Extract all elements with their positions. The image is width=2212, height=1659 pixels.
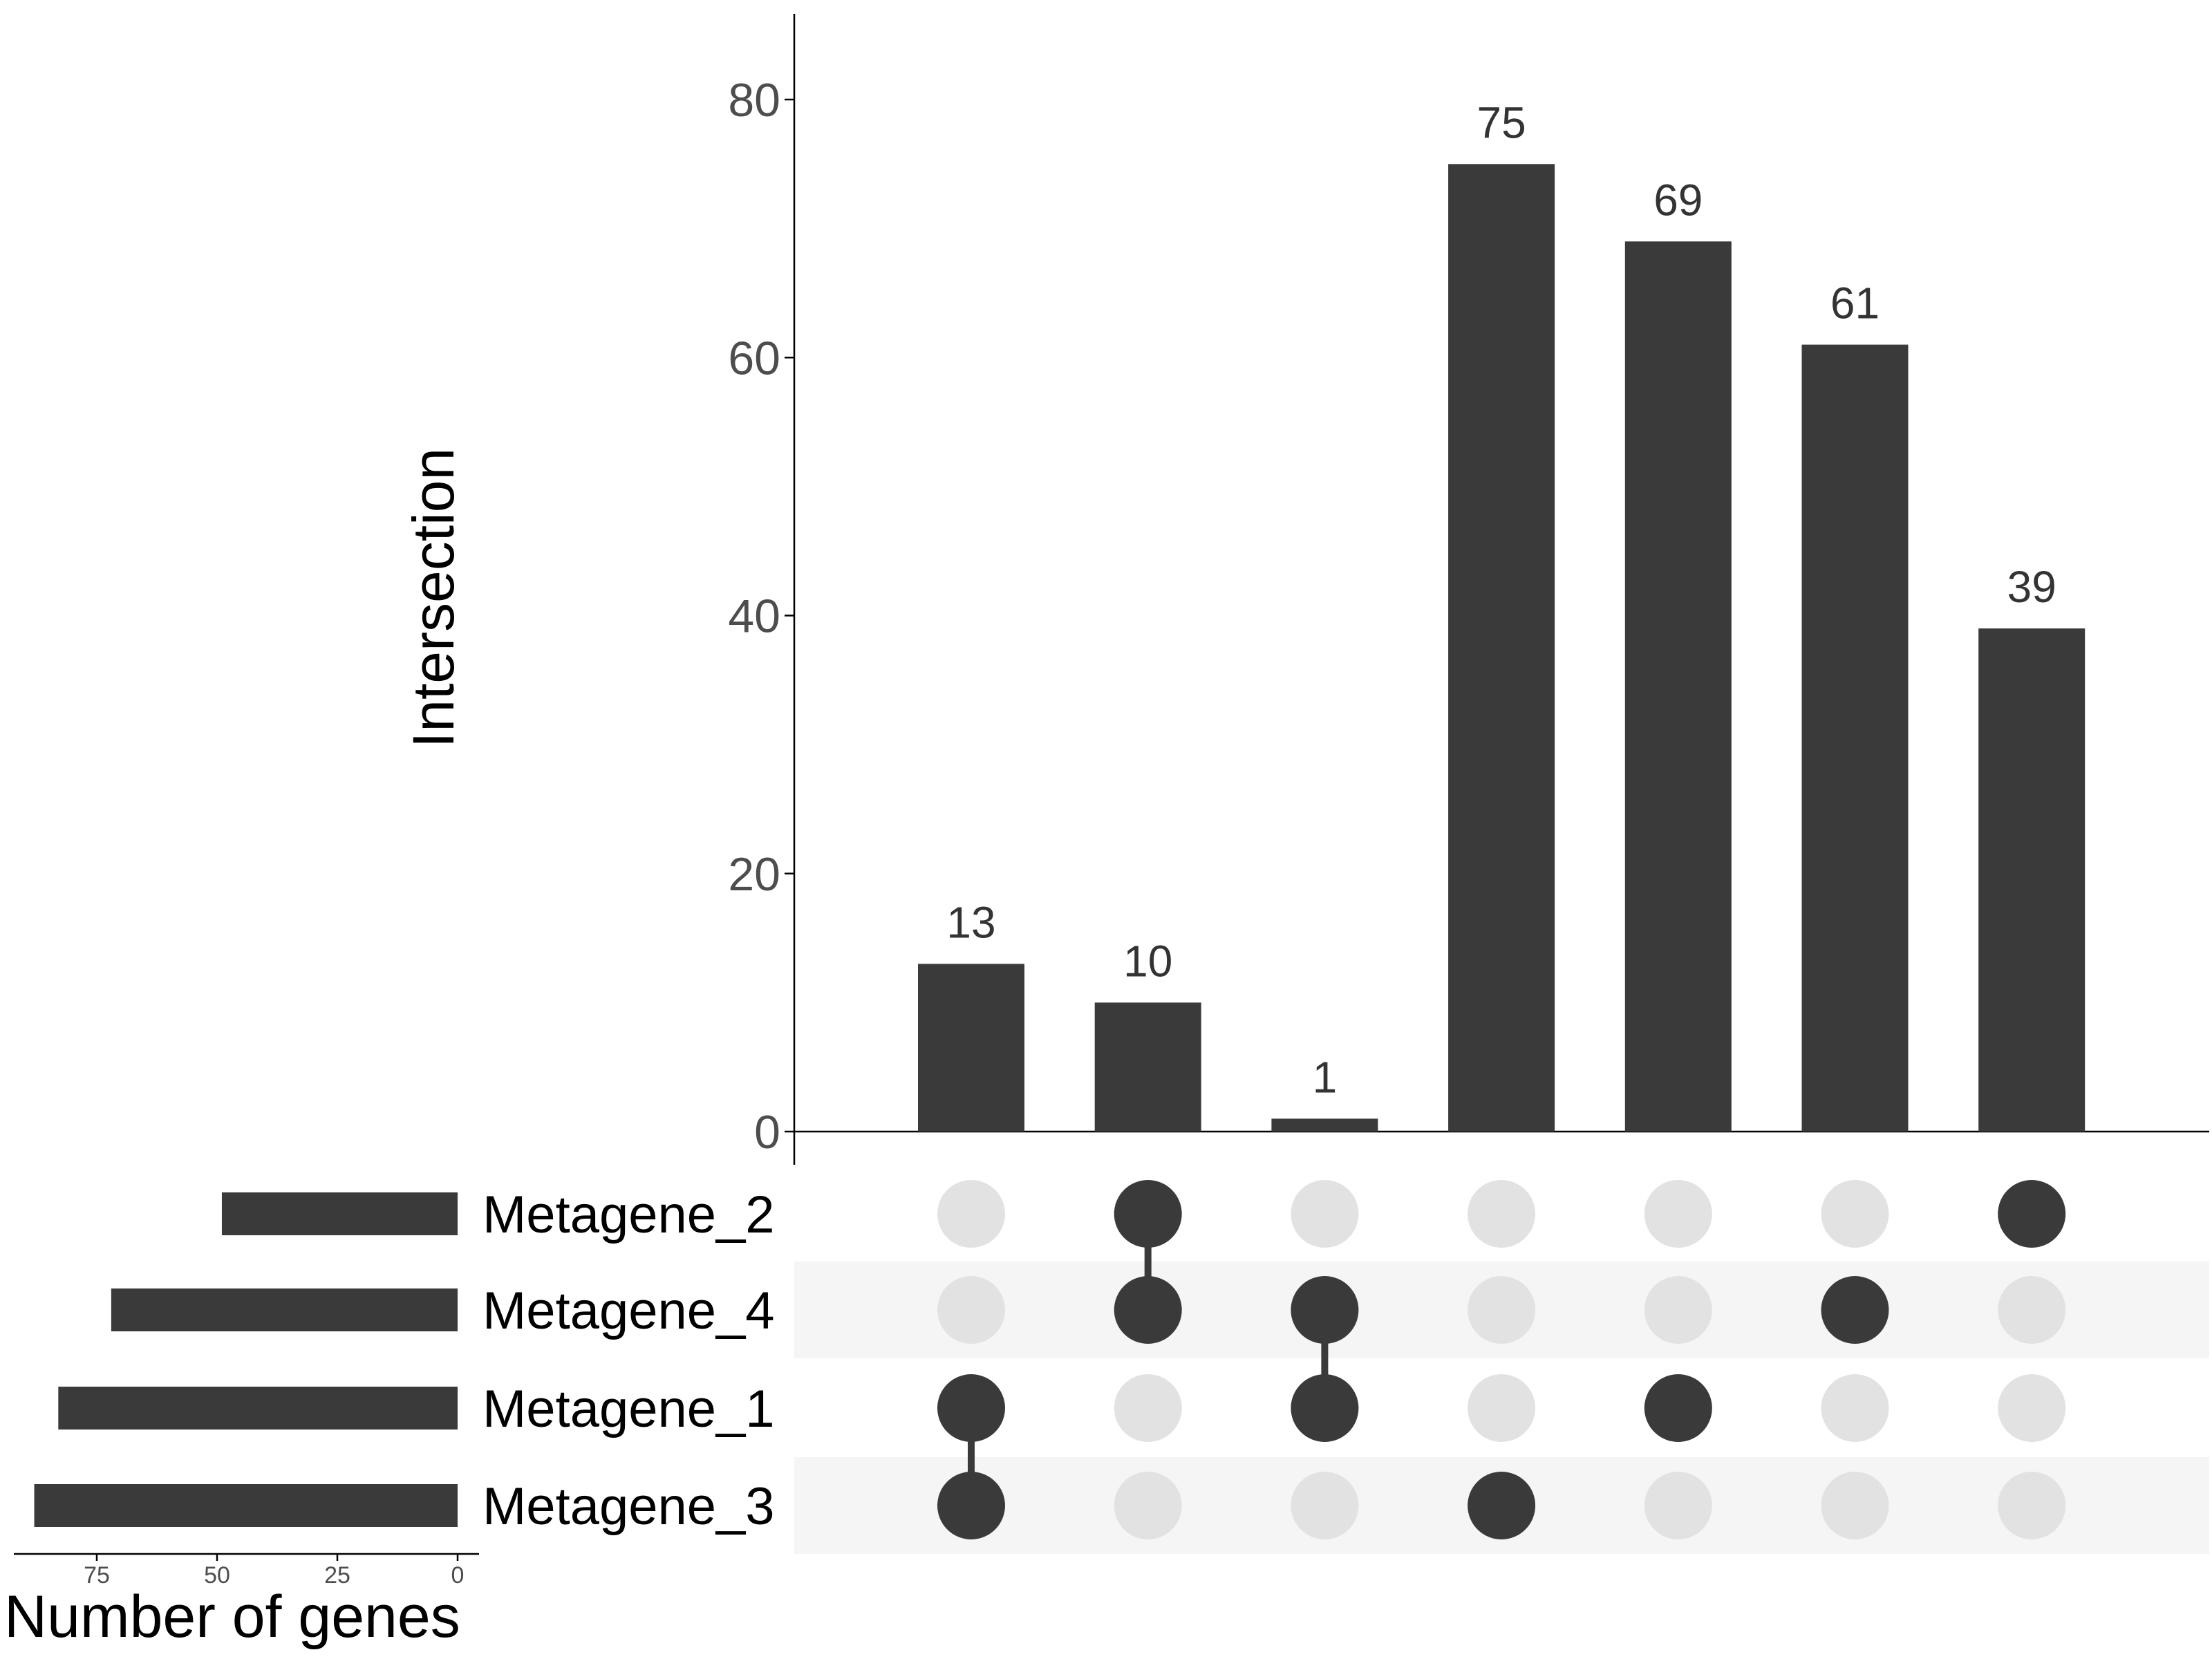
set-size-bar bbox=[58, 1387, 458, 1430]
set-size-bar bbox=[221, 1192, 458, 1235]
bar-value-label: 61 bbox=[1830, 279, 1880, 328]
matrix-dot-filled bbox=[1291, 1276, 1359, 1344]
intersection-bar bbox=[1978, 628, 2086, 1132]
set-size-tick-label: 0 bbox=[451, 1562, 465, 1588]
bar-value-label: 1 bbox=[1313, 1052, 1338, 1102]
y-tick-label: 0 bbox=[754, 1106, 780, 1159]
matrix-dot-filled bbox=[937, 1472, 1005, 1539]
y-tick-label: 60 bbox=[728, 332, 780, 384]
bar-value-label: 75 bbox=[1477, 97, 1526, 147]
set-size-bar bbox=[111, 1288, 458, 1331]
set-size-tick-label: 25 bbox=[324, 1562, 350, 1588]
matrix-dot-empty bbox=[1998, 1374, 2066, 1442]
matrix-dot-empty bbox=[1821, 1374, 1889, 1442]
matrix-dot-empty bbox=[1114, 1472, 1182, 1539]
matrix-dot-filled bbox=[1468, 1472, 1536, 1539]
y-tick-label: 40 bbox=[728, 590, 780, 643]
matrix-dot-empty bbox=[1468, 1180, 1536, 1248]
matrix-dot-empty bbox=[937, 1276, 1005, 1344]
matrix-dot-empty bbox=[1821, 1472, 1889, 1539]
matrix-dot-empty bbox=[1998, 1472, 2066, 1539]
matrix-dot-empty bbox=[1644, 1180, 1712, 1248]
matrix-dot-filled bbox=[1821, 1276, 1889, 1344]
matrix-dot-empty bbox=[1821, 1180, 1889, 1248]
y-axis-title: Intersection bbox=[401, 448, 466, 748]
matrix-dot-empty bbox=[1468, 1276, 1536, 1344]
matrix-dot-empty bbox=[1998, 1276, 2066, 1344]
matrix-dot-filled bbox=[1998, 1180, 2066, 1248]
set-label: Metagene_2 bbox=[482, 1185, 775, 1244]
matrix-dot-filled bbox=[1644, 1374, 1712, 1442]
set-label: Metagene_1 bbox=[482, 1380, 775, 1438]
matrix-dot-filled bbox=[1114, 1276, 1182, 1344]
y-tick-label: 80 bbox=[728, 74, 780, 126]
intersection-bar bbox=[918, 964, 1024, 1132]
y-tick-label: 20 bbox=[728, 848, 780, 901]
matrix-dot-empty bbox=[1114, 1374, 1182, 1442]
matrix-dot-empty bbox=[937, 1180, 1005, 1248]
intersection-bar bbox=[1271, 1118, 1378, 1132]
set-size-tick-label: 50 bbox=[204, 1562, 230, 1588]
set-size-axis-title: Number of genes bbox=[4, 1584, 460, 1650]
matrix-dot-filled bbox=[1291, 1374, 1359, 1442]
matrix-dot-empty bbox=[1644, 1472, 1712, 1539]
set-size-tick-label: 75 bbox=[84, 1562, 110, 1588]
matrix-dot-empty bbox=[1291, 1472, 1359, 1539]
bar-value-label: 39 bbox=[2007, 562, 2056, 612]
intersection-bar bbox=[1624, 241, 1732, 1132]
matrix-dot-empty bbox=[1291, 1180, 1359, 1248]
intersection-bar bbox=[1094, 1002, 1201, 1132]
matrix-dot-filled bbox=[937, 1374, 1005, 1442]
bar-value-label: 13 bbox=[946, 897, 995, 947]
matrix-dot-empty bbox=[1468, 1374, 1536, 1442]
set-size-bar bbox=[34, 1484, 458, 1527]
bar-value-label: 69 bbox=[1653, 175, 1703, 225]
intersection-bar bbox=[1801, 344, 1909, 1132]
matrix-dot-filled bbox=[1114, 1180, 1182, 1248]
intersection-bar bbox=[1448, 164, 1555, 1132]
set-label: Metagene_4 bbox=[482, 1282, 775, 1340]
set-label: Metagene_3 bbox=[482, 1477, 775, 1536]
matrix-dot-empty bbox=[1644, 1276, 1712, 1344]
bar-value-label: 10 bbox=[1123, 936, 1172, 986]
